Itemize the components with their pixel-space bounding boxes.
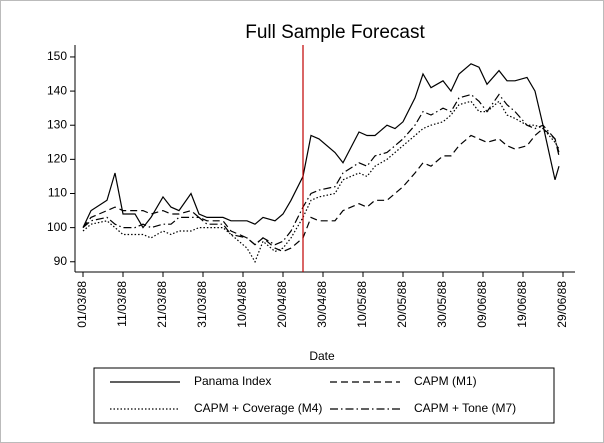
x-tick-label: 10/04/88	[235, 281, 249, 328]
x-tick-label: 01/03/88	[75, 281, 89, 328]
y-tick-label: 150	[47, 49, 67, 63]
y-tick-label: 90	[54, 254, 68, 268]
x-tick-label: 11/03/88	[115, 281, 129, 327]
y-tick-label: 140	[47, 83, 67, 97]
legend-label: CAPM (M1)	[414, 374, 477, 388]
y-tick-label: 120	[47, 152, 67, 166]
legend-box	[93, 367, 555, 424]
series-line	[82, 127, 560, 253]
legend-label: Panama Index	[194, 374, 271, 388]
x-tick-label: 21/03/88	[155, 281, 169, 328]
y-tick-label: 110	[48, 186, 67, 200]
x-tick-label: 20/05/88	[395, 281, 409, 328]
series-line	[82, 63, 560, 229]
y-tick-label: 100	[47, 220, 67, 234]
legend-label: CAPM + Coverage (M4)	[194, 401, 322, 415]
series-line	[82, 100, 560, 264]
chart-title: Full Sample Forecast	[245, 22, 425, 43]
x-tick-label: 10/05/88	[355, 281, 369, 328]
y-tick-label: 130	[47, 117, 67, 131]
x-tick-label: 29/06/88	[555, 281, 569, 328]
x-axis-title: Date	[309, 349, 335, 363]
x-tick-label: 19/06/88	[515, 281, 529, 328]
x-tick-label: 20/04/88	[275, 281, 289, 328]
x-tick-label: 30/05/88	[435, 281, 449, 328]
x-tick-label: 30/04/88	[315, 281, 329, 328]
legend-label: CAPM + Tone (M7)	[414, 401, 516, 415]
x-tick-label: 31/03/88	[195, 281, 209, 328]
x-tick-label: 09/06/88	[475, 281, 489, 328]
series-line	[82, 93, 560, 246]
